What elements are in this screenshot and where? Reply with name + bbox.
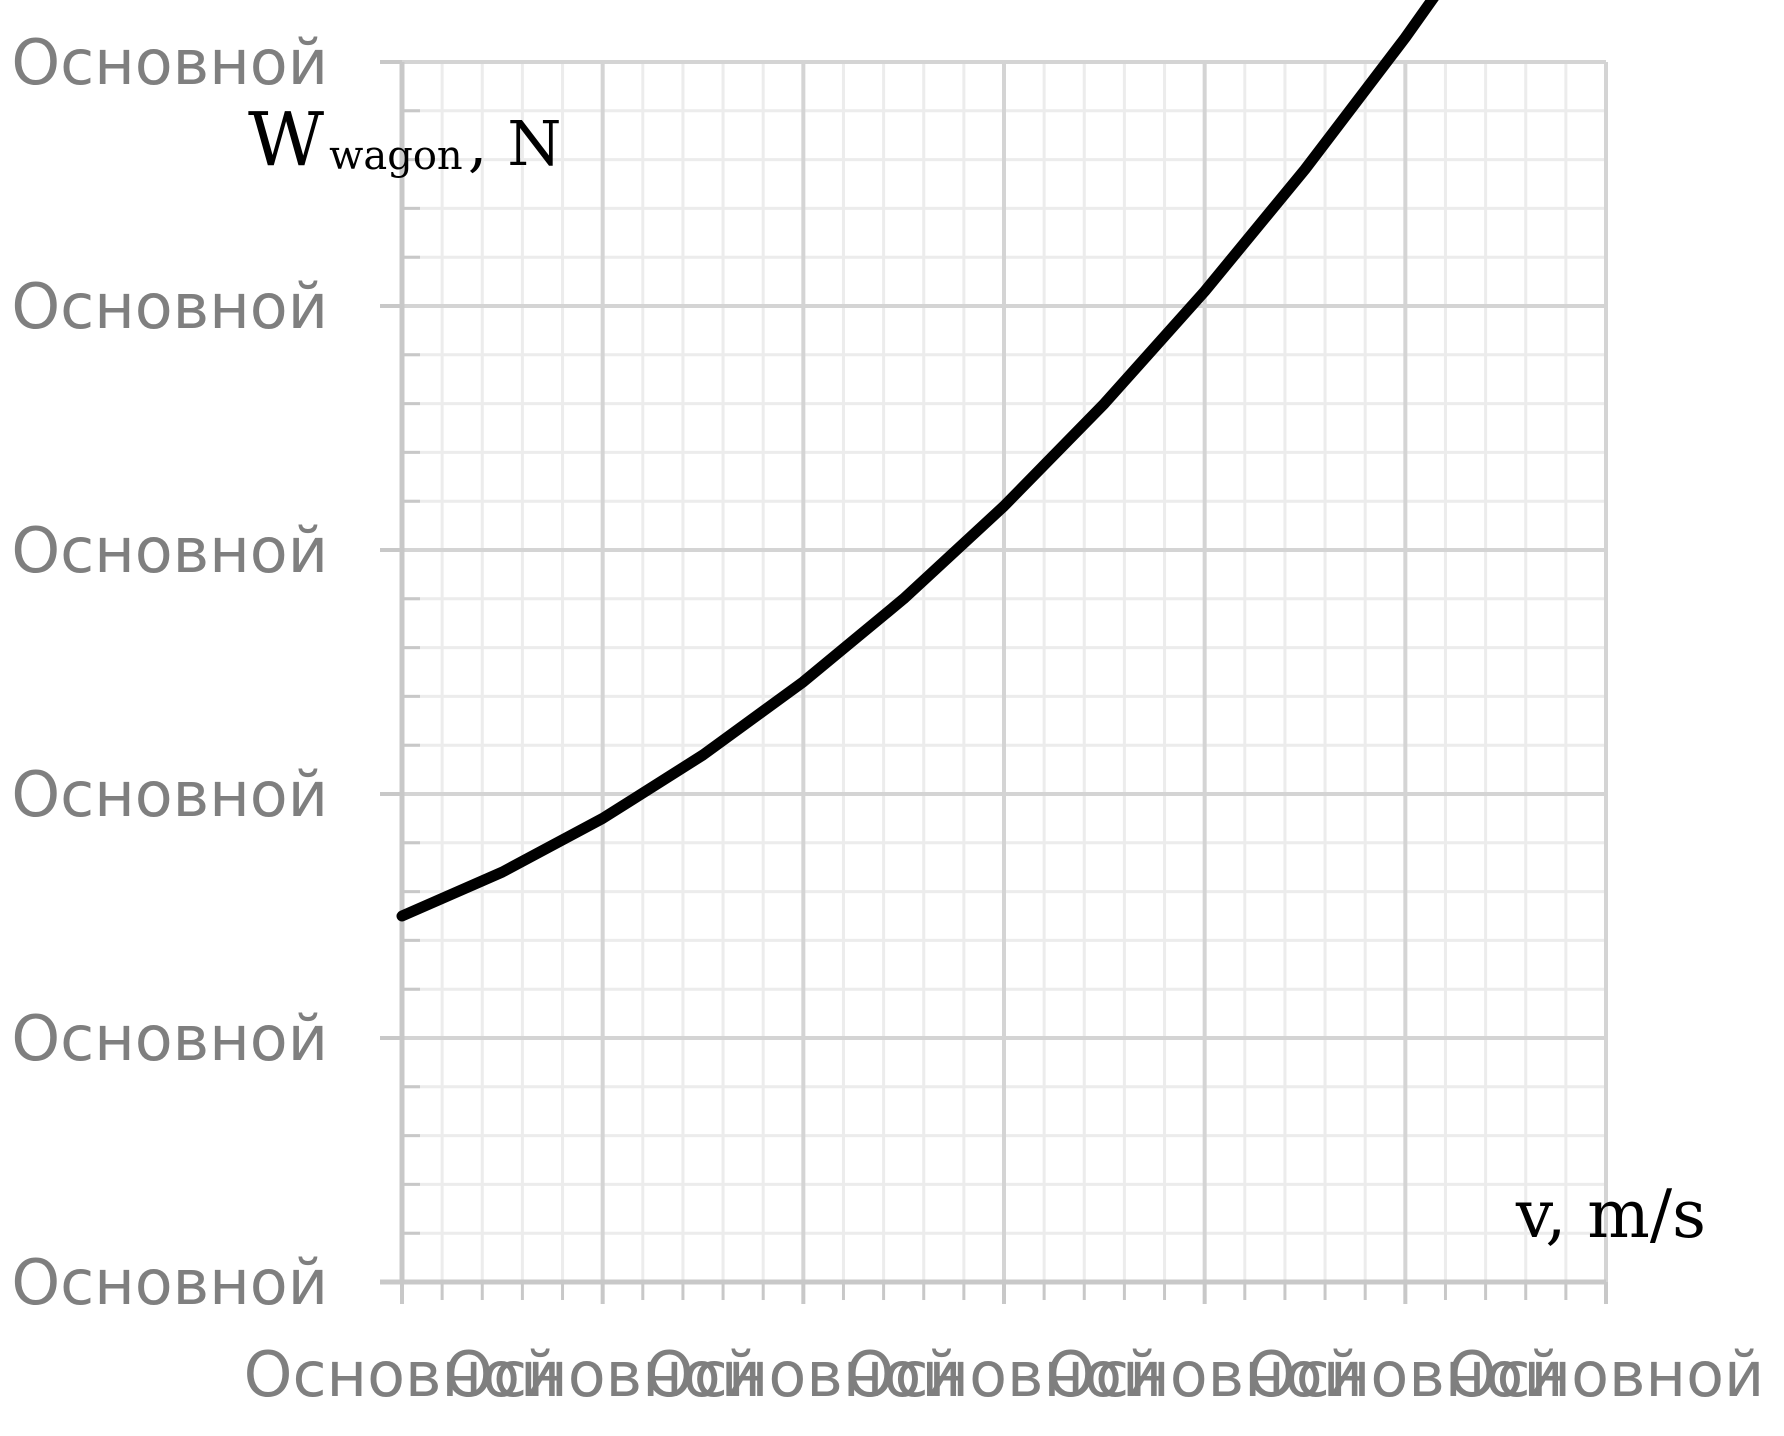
x-tick-label: Основной [645, 1338, 962, 1411]
y-tick-label: Основной [11, 26, 328, 99]
major-grid [400, 60, 1608, 1284]
x-tick-label: Основной [1046, 1338, 1363, 1411]
y-tick-labels: Основной Основной Основной Основной Основной… [11, 26, 328, 1319]
y-tick-label: Основной [11, 1002, 328, 1075]
series-line [396, 0, 1439, 922]
y-tick-label: Основной [11, 758, 328, 831]
axis-ticks [380, 60, 1608, 1304]
y-axis-title-main: W [248, 97, 324, 183]
x-tick-label: Основной [244, 1338, 561, 1411]
x-tick-label: Основной [1448, 1338, 1765, 1411]
x-tick-label: Основной [846, 1338, 1163, 1411]
x-tick-labels: ОсновнойОсновнойОсновнойОсновнойОсновной… [244, 1338, 1765, 1411]
y-axis-title-unit: , N [468, 107, 562, 180]
y-axis-title: W wagon , N [248, 97, 561, 183]
x-tick-label: Основной [1247, 1338, 1564, 1411]
x-axis-title: v, m/s [1515, 1176, 1706, 1253]
y-axis-title-sub: wagon [329, 133, 463, 179]
x-tick-label: Основной [444, 1338, 761, 1411]
axes [380, 62, 1606, 1285]
y-tick-label: Основной [11, 270, 328, 343]
y-tick-label: Основной [11, 514, 328, 587]
y-tick-label: Основной [11, 1246, 328, 1319]
series-group [396, 0, 1439, 922]
